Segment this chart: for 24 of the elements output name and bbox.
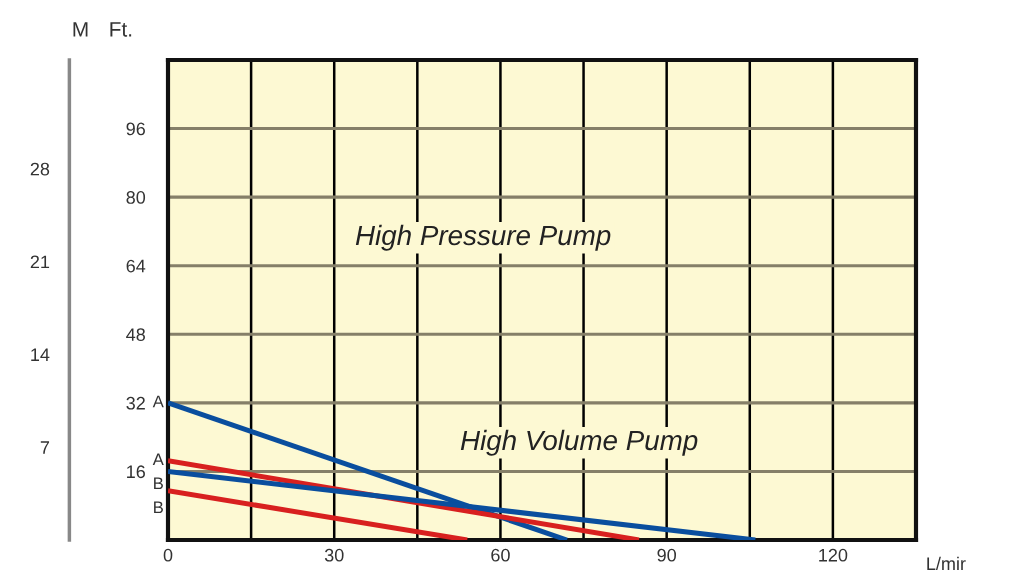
y2-tick-label: 21	[30, 255, 50, 269]
x-tick-label: 120	[819, 548, 848, 562]
x-axis-title: L/mir	[927, 556, 966, 571]
x-tick-label: 60	[491, 548, 510, 562]
y-tick-label: 16	[127, 465, 145, 479]
y2-tick-label: 14	[31, 348, 50, 361]
series-label: B	[154, 477, 163, 490]
x-tick-label: 0	[163, 548, 173, 562]
y-tick-label: 80	[126, 191, 146, 204]
x-tick-label: 90	[657, 548, 676, 562]
annotation: High Volume Pump	[460, 429, 698, 456]
series-label: A	[152, 395, 164, 408]
series-label: A	[152, 453, 164, 466]
annotation: High Pressure Pump	[355, 224, 611, 251]
y-tick-label: 48	[126, 328, 145, 342]
x-tick-label: 30	[324, 548, 344, 562]
y-tick-label: 32	[126, 396, 145, 410]
y-tick-label: 64	[126, 259, 146, 273]
y2-tick-label: 7	[40, 441, 50, 454]
series-label: B	[154, 501, 163, 514]
y-tick-label: 96	[126, 122, 145, 136]
y2-tick-label: 28	[30, 162, 50, 176]
y-axis-title: Ft.	[110, 22, 132, 37]
y2-axis-title: M	[73, 22, 88, 37]
